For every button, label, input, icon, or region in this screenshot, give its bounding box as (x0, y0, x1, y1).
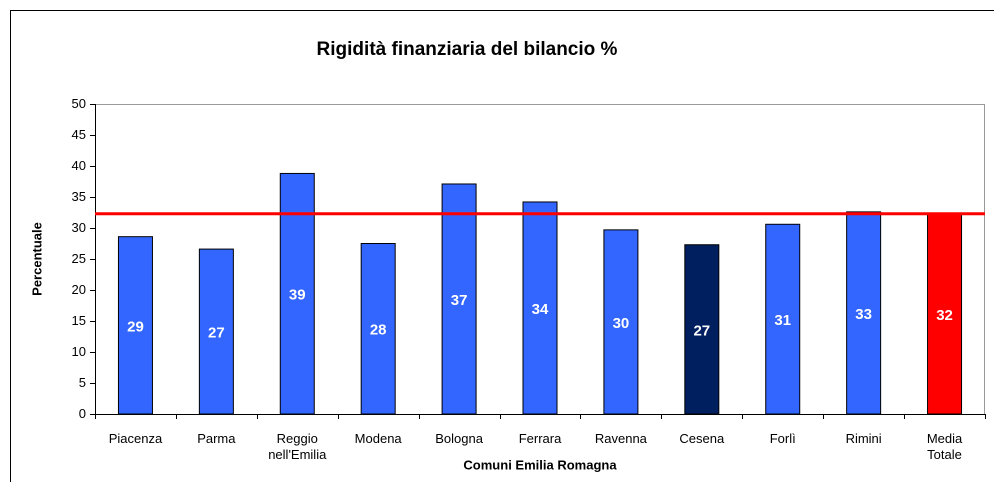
y-tick-label: 0 (79, 406, 86, 421)
data-label: 34 (532, 301, 549, 318)
x-tick-label: Piacenza (108, 431, 163, 446)
data-label: 30 (613, 315, 630, 332)
bar (846, 211, 882, 415)
x-tick-label: Modena (354, 431, 402, 446)
x-tick-label: Rimini (845, 431, 882, 446)
bar (684, 244, 720, 415)
y-tick-label: 35 (72, 189, 86, 204)
data-label: 32 (936, 307, 953, 324)
y-tick-label: 40 (72, 158, 86, 173)
chart-border (10, 10, 994, 482)
y-tick-label: 20 (72, 282, 86, 297)
data-label: 39 (289, 287, 306, 304)
y-tick-label: 15 (72, 313, 86, 328)
y-tick-label: 5 (79, 375, 86, 390)
x-tick-label: Cesena (679, 431, 725, 446)
bar (603, 229, 639, 415)
data-label: 29 (127, 318, 144, 335)
y-tick-label: 45 (72, 127, 86, 142)
bar (522, 201, 558, 415)
data-label: 28 (370, 322, 387, 339)
y-tick-label: 10 (72, 344, 86, 359)
y-tick-label: 25 (72, 251, 86, 266)
bar (198, 248, 234, 415)
chart-title: Rigidità finanziaria del bilancio % (317, 39, 618, 60)
data-label: 33 (855, 306, 872, 323)
bar (117, 236, 153, 415)
data-label: 37 (451, 292, 468, 309)
bar (441, 183, 477, 415)
bar (927, 213, 963, 415)
x-tick-label: Media Totale (926, 431, 963, 462)
x-tick-label: Forlì (769, 431, 796, 446)
data-label: 27 (208, 325, 225, 342)
x-tick-label: Bologna (435, 431, 483, 446)
y-tick-label: 50 (72, 96, 86, 111)
y-tick-label: 30 (72, 220, 86, 235)
data-label: 31 (774, 312, 791, 329)
x-tick-label: Parma (197, 431, 236, 446)
x-axis-title: Comuni Emilia Romagna (463, 457, 617, 472)
x-tick-label: Reggio nell'Emilia (268, 431, 327, 462)
bar (765, 223, 801, 415)
x-tick-label: Ravenna (594, 431, 647, 446)
data-label: 27 (693, 322, 710, 339)
bar (360, 243, 396, 415)
y-axis-title: Percentuale (29, 222, 44, 296)
x-tick-label: Ferrara (518, 431, 562, 446)
